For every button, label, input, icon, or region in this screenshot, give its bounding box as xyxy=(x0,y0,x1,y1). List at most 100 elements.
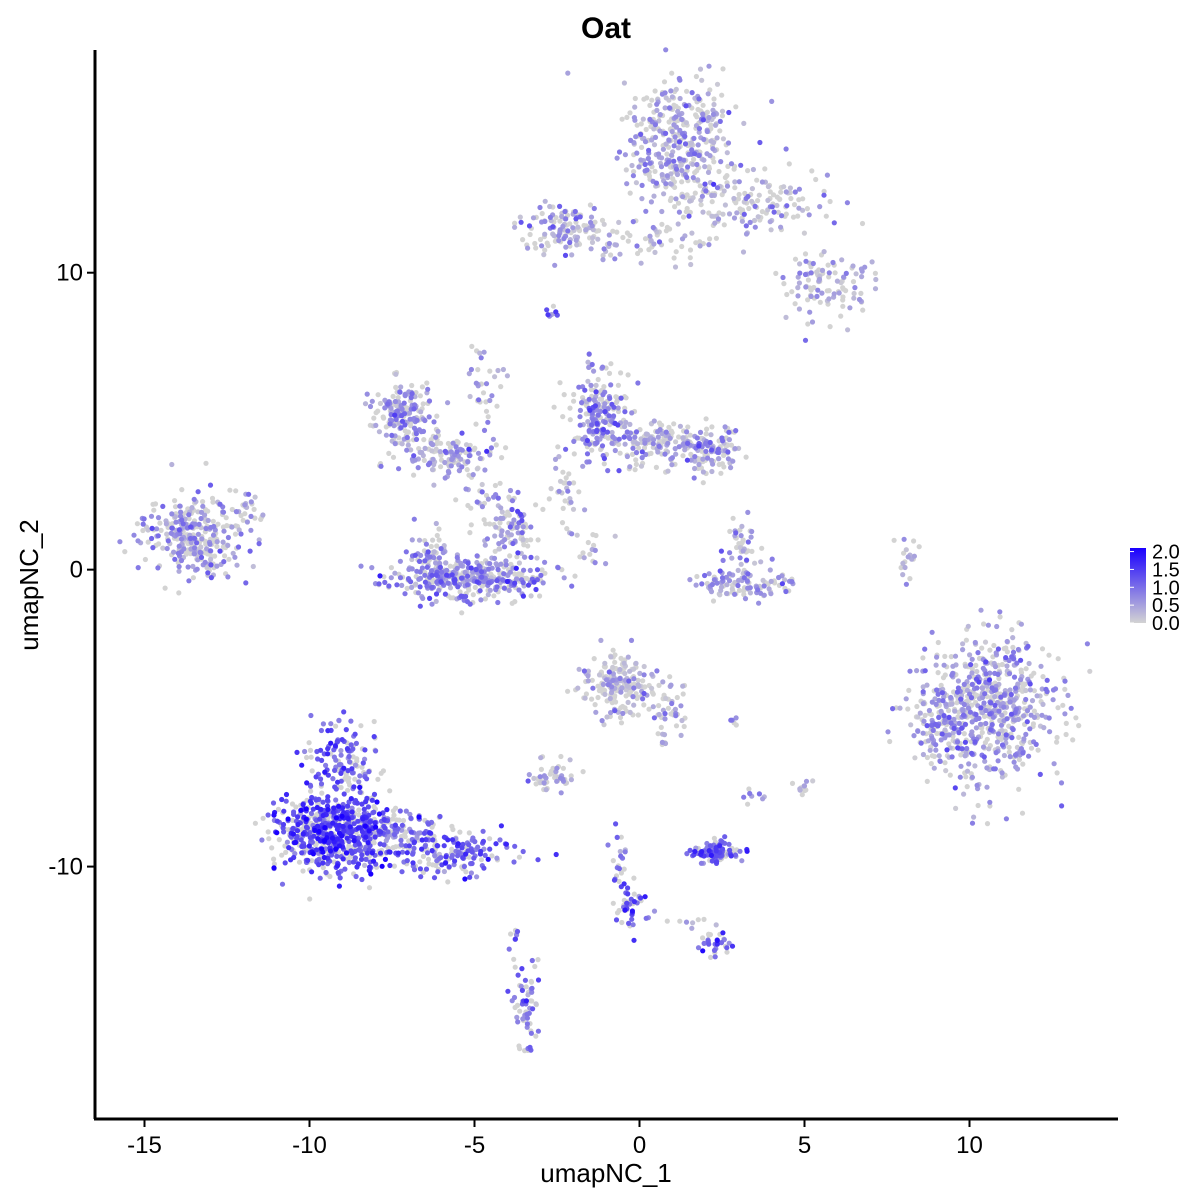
cell-point xyxy=(337,875,343,881)
cell-point xyxy=(500,577,506,583)
cell-point xyxy=(497,520,503,526)
cell-point xyxy=(1018,657,1024,663)
cell-point xyxy=(317,816,323,822)
cell-point xyxy=(663,695,669,702)
cell-point xyxy=(229,506,235,513)
cell-point xyxy=(990,714,997,720)
cell-point xyxy=(619,919,625,926)
cell-point xyxy=(635,380,641,386)
cell-point xyxy=(512,964,518,970)
cell-point xyxy=(194,566,200,572)
cell-point xyxy=(542,570,548,576)
cell-point xyxy=(640,678,646,684)
cell-point xyxy=(517,1046,523,1052)
cell-point xyxy=(433,560,439,566)
cell-point xyxy=(366,885,373,891)
cell-point xyxy=(495,567,501,573)
cell-point xyxy=(338,784,344,791)
cell-point xyxy=(323,846,329,852)
cell-point xyxy=(758,590,764,596)
cell-point xyxy=(714,81,721,87)
cell-point xyxy=(559,520,566,526)
cell-point xyxy=(396,466,402,472)
cell-point xyxy=(381,574,387,580)
cell-point xyxy=(519,518,525,524)
cell-point xyxy=(949,672,955,678)
cell-point xyxy=(986,677,993,683)
cell-point xyxy=(749,186,756,192)
cell-point xyxy=(668,428,675,434)
chart-title: Oat xyxy=(581,12,631,45)
cell-point xyxy=(576,666,582,672)
cell-point xyxy=(525,245,531,251)
cell-point xyxy=(618,370,624,376)
cell-point xyxy=(620,703,626,710)
cell-point xyxy=(491,593,497,599)
cell-point xyxy=(567,239,573,246)
cell-point xyxy=(487,521,493,527)
cell-point xyxy=(974,668,980,675)
cell-point xyxy=(644,431,651,437)
cell-point xyxy=(680,683,686,689)
cell-point xyxy=(1018,621,1024,627)
cell-point xyxy=(573,216,579,222)
cell-point xyxy=(540,580,546,586)
cell-point xyxy=(957,774,963,780)
cell-point xyxy=(439,569,445,575)
cell-point xyxy=(901,536,907,542)
cell-point xyxy=(726,940,732,946)
cell-point xyxy=(659,172,665,178)
cell-point xyxy=(557,203,563,209)
cell-point xyxy=(702,572,708,579)
cell-point xyxy=(343,727,349,733)
cell-point xyxy=(459,447,465,453)
cell-point xyxy=(726,429,732,435)
cell-point xyxy=(673,439,679,445)
cell-point xyxy=(346,843,352,849)
cell-point xyxy=(747,590,754,596)
cell-point xyxy=(501,544,508,550)
cell-point xyxy=(553,851,559,858)
cell-point xyxy=(956,720,962,727)
cell-point xyxy=(469,343,475,349)
cell-point xyxy=(695,945,702,951)
cell-point xyxy=(708,122,714,128)
cell-point xyxy=(991,766,997,772)
cell-point xyxy=(590,532,596,538)
cell-point xyxy=(1011,717,1017,723)
cell-point xyxy=(412,402,418,408)
cell-point xyxy=(538,755,544,761)
cell-point xyxy=(499,509,505,515)
cell-point xyxy=(468,565,474,571)
cell-point xyxy=(217,548,223,554)
cell-point xyxy=(981,700,987,706)
cell-point xyxy=(684,88,690,94)
cell-point xyxy=(622,152,629,158)
cell-point xyxy=(898,565,904,571)
cell-point xyxy=(442,448,448,454)
cell-point xyxy=(187,535,194,542)
cell-point xyxy=(711,159,717,165)
cell-point xyxy=(177,531,183,537)
cell-point xyxy=(562,480,569,486)
cell-point xyxy=(309,858,315,864)
cell-point xyxy=(618,689,624,695)
cell-point xyxy=(709,468,715,475)
cell-point xyxy=(669,94,676,100)
cell-point xyxy=(724,945,730,951)
cell-point xyxy=(673,114,679,120)
cell-point xyxy=(425,856,432,862)
cell-point xyxy=(626,678,632,684)
cell-point xyxy=(729,586,735,592)
cell-point xyxy=(599,443,606,449)
cell-point xyxy=(671,143,677,149)
cell-point xyxy=(993,750,999,756)
cell-point xyxy=(979,645,985,651)
cell-point xyxy=(611,877,618,883)
cell-point xyxy=(769,98,775,104)
cell-point xyxy=(151,507,157,513)
cell-point xyxy=(563,446,569,452)
cell-point xyxy=(989,722,995,728)
cell-point xyxy=(588,382,594,388)
cell-point xyxy=(709,581,716,588)
